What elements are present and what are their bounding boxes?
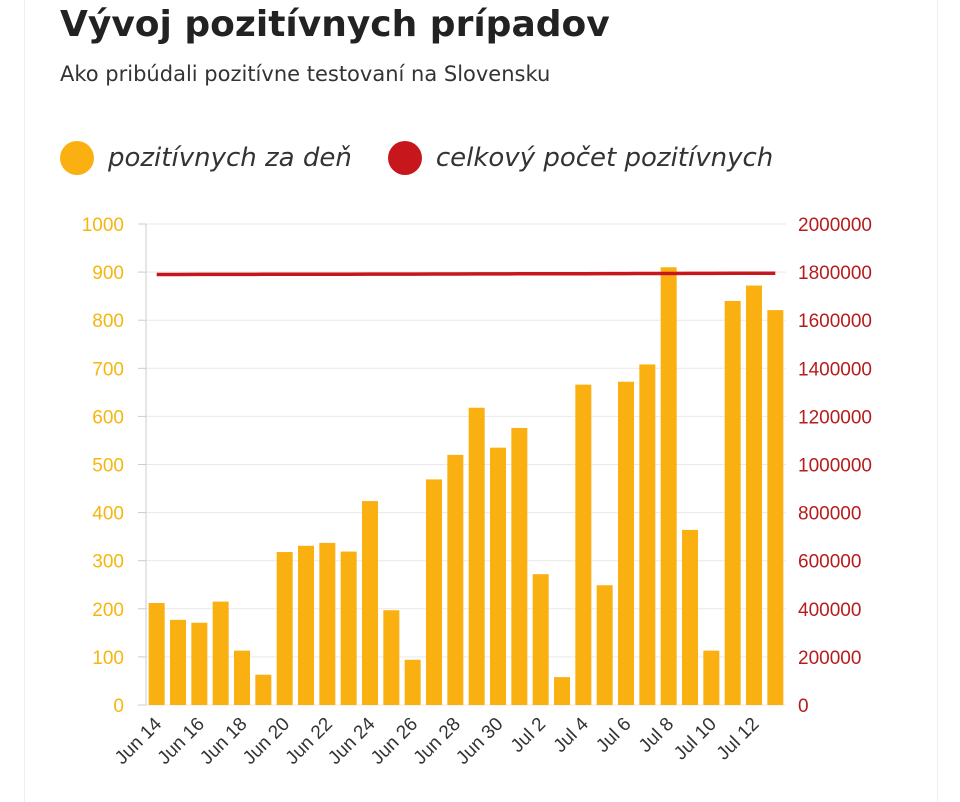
y-right-tick-label: 200000 bbox=[798, 648, 861, 669]
y-left-tick-label: 1000 bbox=[82, 215, 124, 236]
bar bbox=[575, 384, 592, 705]
x-tick-label: Jul 2 bbox=[507, 714, 550, 757]
y-left-tick-label: 0 bbox=[113, 696, 124, 717]
x-tick-label: Jul 4 bbox=[550, 713, 594, 757]
bar bbox=[170, 619, 186, 705]
bar bbox=[490, 447, 506, 705]
x-tick-label: Jul 12 bbox=[713, 714, 764, 765]
bar bbox=[319, 542, 336, 705]
bar bbox=[276, 552, 293, 705]
y-right-tick-label: 1200000 bbox=[798, 407, 872, 428]
bar bbox=[362, 501, 378, 705]
legend-item-total[interactable]: celkový počet pozitívnych bbox=[387, 141, 774, 175]
y-left-tick-label: 500 bbox=[92, 456, 124, 477]
bar bbox=[340, 551, 357, 705]
bar bbox=[532, 574, 549, 705]
legend: pozitívnych za deň celkový počet pozitív… bbox=[60, 138, 773, 178]
bar bbox=[383, 610, 400, 705]
legend-label-total: celkový počet pozitívnych bbox=[435, 143, 774, 173]
legend-item-daily[interactable]: pozitívnych za deň bbox=[60, 141, 352, 175]
bar bbox=[639, 364, 656, 705]
bar bbox=[426, 479, 442, 705]
x-tick-label: Jun 20 bbox=[239, 714, 294, 769]
total-line bbox=[156, 271, 776, 277]
y-left-tick-label: 800 bbox=[92, 311, 124, 332]
y-right-tick-label: 2000000 bbox=[798, 215, 872, 236]
y-left-tick-label: 600 bbox=[92, 407, 124, 428]
y-left-tick-label: 700 bbox=[92, 359, 124, 380]
bar bbox=[468, 407, 485, 705]
x-tick-label: Jun 14 bbox=[111, 713, 166, 768]
y-right-tick-label: 800000 bbox=[798, 504, 861, 525]
bar bbox=[767, 310, 784, 705]
x-tick-label: Jun 22 bbox=[282, 714, 337, 769]
bar bbox=[596, 585, 613, 705]
y-left-tick-label: 200 bbox=[92, 600, 124, 621]
bar bbox=[212, 601, 229, 705]
bar bbox=[554, 677, 570, 705]
bar bbox=[682, 529, 698, 705]
y-left-tick-label: 400 bbox=[92, 504, 124, 525]
bar bbox=[703, 650, 720, 705]
bar bbox=[255, 674, 272, 705]
x-tick-label: Jun 30 bbox=[452, 714, 507, 769]
y-right-tick-label: 400000 bbox=[798, 600, 861, 621]
x-tick-label: Jun 18 bbox=[196, 714, 251, 769]
x-tick-label: Jun 26 bbox=[367, 714, 422, 769]
bar bbox=[191, 622, 208, 705]
legend-label-daily: pozitívnych za deň bbox=[108, 143, 352, 173]
y-right-tick-label: 1800000 bbox=[798, 263, 872, 284]
bar bbox=[660, 267, 677, 705]
y-right-tick-label: 600000 bbox=[798, 552, 861, 573]
y-right-tick-label: 1000000 bbox=[798, 456, 872, 477]
y-left-tick-label: 900 bbox=[92, 263, 124, 284]
legend-swatch-total bbox=[387, 141, 422, 175]
chart-subtitle: Ako pribúdali pozitívne testovaní na Slo… bbox=[60, 62, 551, 86]
x-tick-label: Jun 28 bbox=[410, 714, 465, 769]
y-left-tick-label: 100 bbox=[92, 648, 124, 669]
bar bbox=[148, 603, 165, 705]
chart-title: Vývoj pozitívnych prípadov bbox=[60, 4, 610, 45]
y-right-tick-label: 0 bbox=[798, 696, 809, 717]
bar bbox=[746, 285, 762, 705]
y-right-tick-label: 1400000 bbox=[798, 359, 872, 380]
x-tick-label: Jul 6 bbox=[592, 714, 635, 757]
bar bbox=[724, 300, 741, 705]
bar bbox=[447, 454, 464, 705]
bar bbox=[618, 381, 634, 705]
x-tick-label: Jun 16 bbox=[154, 714, 209, 769]
bar bbox=[234, 650, 250, 705]
bar bbox=[511, 427, 528, 705]
bar bbox=[298, 545, 314, 705]
y-left-tick-label: 300 bbox=[92, 552, 124, 573]
y-right-tick-label: 1600000 bbox=[798, 311, 872, 332]
legend-swatch-daily bbox=[60, 141, 94, 175]
x-tick-label: Jun 24 bbox=[324, 713, 379, 768]
x-tick-label: Jul 10 bbox=[670, 714, 721, 765]
bar bbox=[404, 659, 421, 705]
